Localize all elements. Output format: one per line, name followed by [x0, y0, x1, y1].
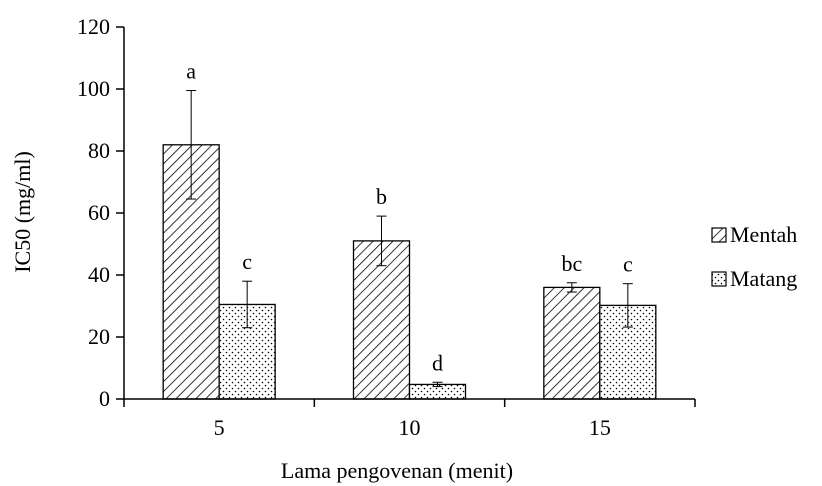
significance-label: d [432, 350, 443, 375]
significance-labels-layer: a c b d bc c [186, 59, 633, 376]
legend-swatch-mentah [711, 227, 727, 243]
significance-label: bc [561, 251, 582, 276]
y-tick-label: 100 [77, 76, 110, 101]
significance-label: a [186, 59, 196, 84]
y-tick-label: 40 [88, 262, 110, 287]
x-ticks: 5 10 15 [123, 399, 696, 440]
significance-label: b [376, 184, 387, 209]
y-tick-label: 0 [99, 386, 110, 411]
error-bars-layer [186, 90, 633, 388]
y-tick-label: 120 [77, 14, 110, 39]
x-axis-label: Lama pengovenan (menit) [281, 458, 513, 483]
y-tick-label: 20 [88, 324, 110, 349]
y-tick-label: 60 [88, 200, 110, 225]
y-axis-label: IC50 (mg/ml) [10, 151, 35, 273]
legend-swatch-matang [711, 271, 727, 287]
y-ticks: 0 20 40 60 80 100 120 [77, 14, 124, 411]
x-tick-label: 15 [589, 415, 611, 440]
x-tick-label: 5 [214, 415, 225, 440]
significance-label: c [623, 252, 633, 277]
significance-label: c [242, 249, 252, 274]
bar-mentah-15 [543, 286, 601, 400]
y-tick-label: 80 [88, 138, 110, 163]
legend: Mentah Matang [711, 222, 797, 291]
legend-label-matang: Matang [730, 266, 797, 291]
legend-label-mentah: Mentah [730, 222, 797, 247]
x-tick-label: 10 [399, 415, 421, 440]
